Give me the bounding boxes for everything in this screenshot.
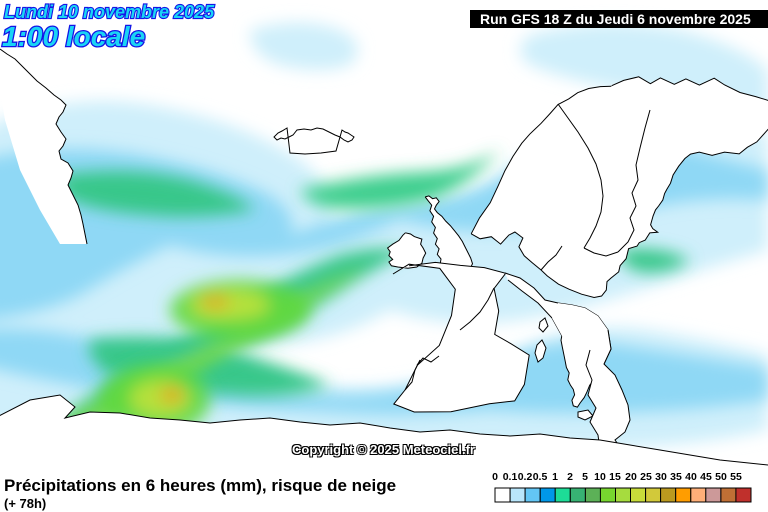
svg-text:40: 40 [685,471,697,483]
svg-text:2: 2 [567,471,573,483]
svg-text:45: 45 [700,471,712,483]
svg-text:0.2: 0.2 [518,471,533,483]
svg-text:0.5: 0.5 [533,471,548,483]
svg-text:55: 55 [730,471,742,483]
svg-text:35: 35 [670,471,682,483]
svg-text:0.1: 0.1 [503,471,518,483]
svg-text:1: 1 [552,471,558,483]
svg-text:50: 50 [715,471,727,483]
svg-text:10: 10 [594,471,606,483]
svg-text:30: 30 [655,471,667,483]
svg-text:25: 25 [640,471,652,483]
svg-text:20: 20 [625,471,637,483]
svg-text:5: 5 [582,471,588,483]
svg-text:15: 15 [609,471,621,483]
svg-text:0: 0 [492,471,498,483]
